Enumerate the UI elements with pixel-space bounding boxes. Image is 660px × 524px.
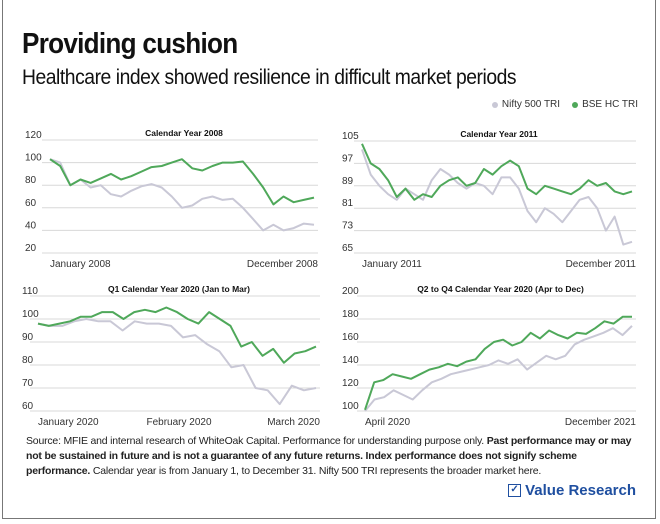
x-axis-label: December 2011 (566, 259, 637, 270)
y-tick-label: 120 (25, 130, 42, 141)
series-line-bse-hc-tri (364, 315, 632, 411)
page-subtitle: Healthcare index showed resilience in di… (22, 66, 517, 89)
y-tick-label: 105 (342, 131, 359, 142)
y-tick-label: 90 (22, 332, 34, 343)
legend-label: BSE HC TRI (582, 99, 638, 110)
page-title: Providing cushion (22, 28, 238, 60)
y-tick-label: 73 (342, 221, 354, 232)
x-axis-label: January 2011 (362, 259, 422, 270)
legend-swatch-bse-hc (572, 101, 579, 108)
y-tick-label: 60 (22, 401, 34, 412)
y-tick-label: 140 (342, 355, 359, 366)
y-tick-label: 81 (342, 198, 354, 209)
chart-q1-2020: 60 70 80 90 100 110 Q1 Calendar Year 2020 (Jan… (22, 284, 320, 428)
series-line-bse-hc-tri (361, 143, 633, 201)
y-tick-label: 60 (25, 198, 37, 209)
y-tick-label: 200 (342, 286, 359, 297)
y-tick-label: 110 (22, 286, 38, 297)
y-tick-label: 100 (342, 401, 359, 412)
legend-swatch-nifty (491, 101, 498, 108)
series-line-nifty-500-tri (49, 158, 315, 232)
y-tick-label: 97 (342, 153, 354, 164)
legend-label: Nifty 500 TRI (501, 99, 561, 110)
value-research-logo: ✓ Value Research (508, 482, 636, 499)
checkbox-logo-icon: ✓ (508, 484, 522, 497)
y-tick-label: 80 (25, 175, 37, 186)
y-tick-label: 20 (25, 243, 37, 254)
footnote-disclaimer: Past performance may or may not be susta… (26, 435, 632, 477)
x-axis-label: December 2021 (565, 417, 637, 428)
y-tick-label: 70 (22, 378, 34, 389)
chart-title: Calendar Year 2008 (145, 128, 223, 138)
series-line-nifty-500-tri (364, 325, 633, 412)
y-tick-label: 100 (22, 309, 39, 320)
x-axis-label: February 2020 (146, 417, 211, 428)
y-tick-label: 180 (342, 309, 359, 320)
y-tick-label: 120 (342, 378, 359, 389)
chart-title: Q2 to Q4 Calendar Year 2020 (Apr to Dec) (417, 284, 584, 294)
y-tick-label: 40 (25, 220, 37, 231)
chart-q2-q4-2020: 100 120 140 160 180 200 Q2 to Q4 Calendar Year… (342, 284, 637, 428)
x-axis-label: January 2008 (50, 259, 111, 270)
chart-title: Calendar Year 2011 (460, 129, 538, 139)
y-tick-label: 160 (342, 332, 359, 343)
y-tick-label: 80 (22, 355, 34, 366)
chart-2011: 65 73 81 89 97 105 Calendar Year 2011 January 2… (342, 129, 637, 270)
series-line-bse-hc-tri (37, 306, 317, 364)
x-axis-label: January 2020 (38, 417, 99, 428)
footnote-source: Source: MFIE and internal research of Wh… (26, 435, 487, 447)
footnote: Source: MFIE and internal research of Wh… (26, 434, 636, 479)
x-axis-label: March 2020 (267, 417, 320, 428)
legend-item-nifty: Nifty 500 TRI (491, 99, 561, 110)
logo-text: Value Research (525, 482, 636, 499)
chart-title: Q1 Calendar Year 2020 (Jan to Mar) (108, 284, 250, 294)
y-tick-label: 65 (342, 243, 354, 254)
x-axis-label: April 2020 (365, 417, 410, 428)
x-axis-label: December 2008 (247, 259, 319, 270)
y-tick-label: 89 (342, 176, 354, 187)
y-tick-label: 100 (25, 153, 42, 164)
footnote-note: Calendar year is from January 1, to Dece… (90, 465, 542, 477)
series-line-nifty-500-tri (37, 318, 317, 406)
legend: Nifty 500 TRI BSE HC TRI (491, 99, 638, 110)
chart-2008: 20 40 60 80 100 120 Calendar Year 2008 January … (25, 128, 319, 270)
legend-item-bse-hc: BSE HC TRI (572, 99, 638, 110)
series-line-bse-hc-tri (49, 158, 315, 206)
